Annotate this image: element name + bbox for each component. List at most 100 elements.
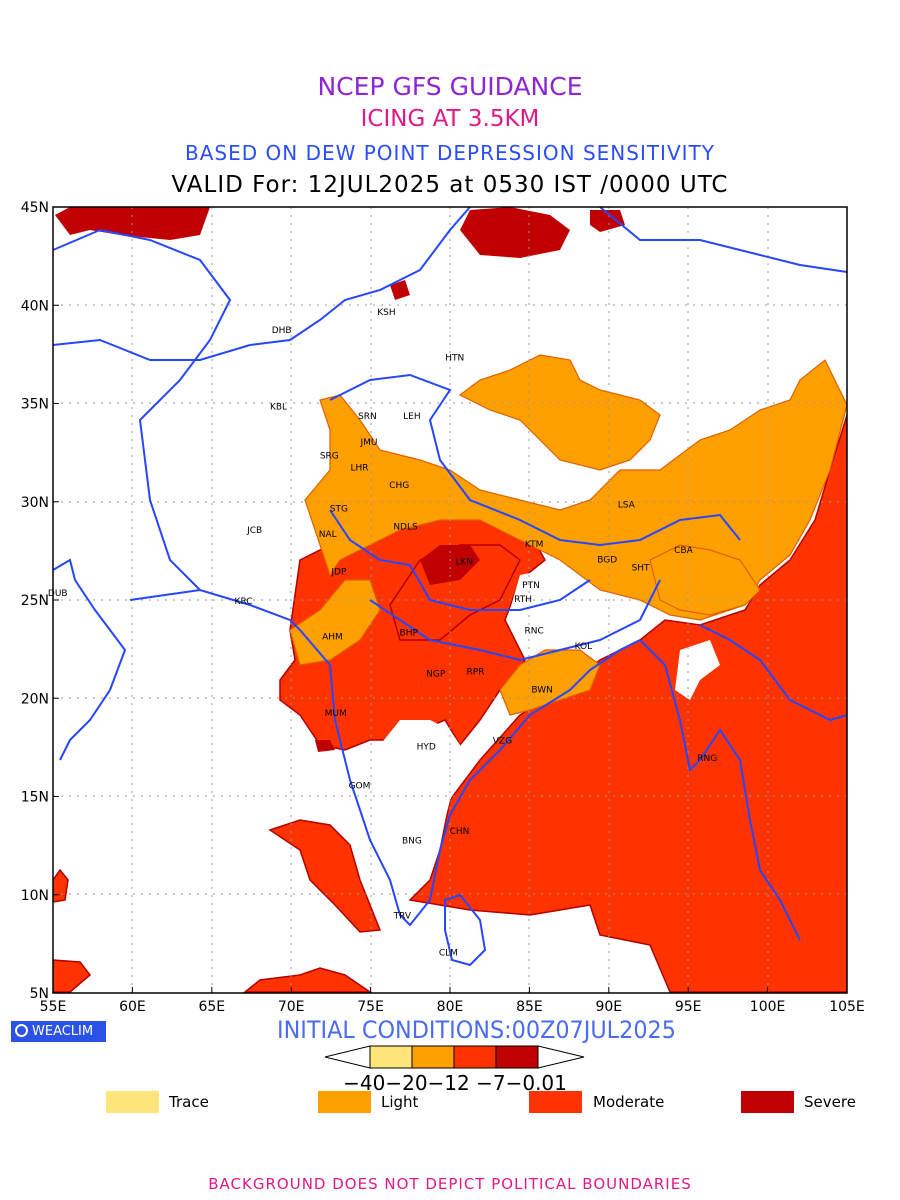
x-tick-label: 75E	[357, 999, 384, 1015]
station-label: MUM	[325, 709, 347, 719]
border-interior	[369, 579, 661, 662]
station-label: BHP	[400, 628, 419, 638]
x-tick-label: 85E	[516, 999, 543, 1015]
station-label: HTN	[445, 353, 464, 363]
title-line1: NCEP GFS GUIDANCE	[317, 72, 583, 101]
logo-icon	[15, 1024, 28, 1037]
station-label: CHN	[450, 827, 470, 837]
station-label: RNG	[697, 754, 717, 764]
border-ne-china	[599, 206, 848, 273]
station-label: JCB	[246, 526, 262, 536]
station-label: SRG	[320, 452, 339, 462]
station-label: RPR	[466, 668, 484, 678]
station-label: GOM	[349, 782, 371, 792]
severe-patch-ne	[590, 210, 625, 232]
station-label: NDLS	[393, 522, 418, 532]
station-label: KRC	[235, 597, 253, 607]
x-tick-label: 65E	[198, 999, 225, 1015]
station-label: DHB	[272, 326, 292, 336]
moderate-patch-bottom	[242, 967, 373, 993]
coastline-arabia	[52, 558, 127, 761]
x-tick-label: 70E	[278, 999, 305, 1015]
station-label: LKN	[455, 558, 473, 568]
x-tick-label: 90E	[595, 999, 622, 1015]
station-label: LHR	[350, 463, 368, 473]
station-label: STG	[330, 505, 348, 515]
legend-swatch-light	[318, 1091, 371, 1113]
station-label: NGP	[426, 670, 446, 680]
severe-region-north	[460, 207, 570, 258]
station-label: BGD	[597, 556, 617, 566]
station-label: KOL	[575, 642, 593, 652]
title-line3: BASED ON DEW POINT DEPRESSION SENSITIVIT…	[185, 141, 715, 165]
border-himalaya	[329, 373, 741, 547]
station-label: CLM	[439, 949, 458, 959]
y-tick-label: 30N	[21, 495, 49, 511]
title-line2: ICING AT 3.5KM	[360, 106, 540, 132]
colorbar-severe	[495, 1045, 539, 1069]
station-label: TRV	[393, 911, 412, 921]
y-tick-label: 45N	[21, 200, 49, 216]
colorbar-left-arrow	[324, 1045, 371, 1069]
station-label: JDP	[330, 567, 347, 577]
y-tick-label: 5N	[30, 986, 49, 1002]
station-label: KSH	[377, 308, 395, 318]
moderate-region-plains	[389, 544, 521, 641]
station-label: PTN	[522, 581, 540, 591]
border-se	[699, 624, 848, 722]
y-axis-ticks: 5N 10N 15N 20N 25N 30N 35N 40N 45N	[21, 200, 59, 1002]
initial-conditions: INITIAL CONDITIONS:00Z07JUL2025	[277, 1016, 676, 1044]
station-label: NAL	[319, 530, 337, 540]
x-axis-ticks: 55E 60E 65E 70E 75E 80E 85E 90E 95E 100E 105E	[40, 987, 865, 1015]
border-westasia	[52, 228, 232, 591]
x-tick-label: 100E	[750, 999, 786, 1015]
brand-label: WEACLIM	[32, 1024, 94, 1039]
station-label: CBA	[674, 546, 693, 556]
moderate-patch-sw	[53, 959, 92, 993]
disclaimer: BACKGROUND DOES NOT DEPICT POLITICAL BOU…	[208, 1175, 692, 1193]
station-label: JMU	[360, 438, 378, 448]
coastline-srilanka	[444, 893, 487, 967]
no-icing-bengal	[510, 570, 580, 650]
moderate-region-east	[408, 414, 847, 993]
station-label: DUB	[48, 589, 68, 599]
severe-region-central	[420, 545, 480, 585]
station-label: SRN	[358, 412, 377, 422]
x-tick-label: 95E	[675, 999, 702, 1015]
station-label: KTM	[525, 540, 543, 550]
y-tick-label: 10N	[21, 888, 49, 904]
colorbar-moderate	[453, 1045, 497, 1069]
station-label: SHT	[632, 564, 650, 574]
x-tick-label: 55E	[40, 999, 67, 1015]
station-label: BNG	[402, 837, 422, 847]
x-tick-label: 80E	[437, 999, 464, 1015]
icing-field	[53, 207, 847, 993]
coastline-pakistan	[129, 588, 301, 631]
no-icing-peninsula	[345, 720, 470, 870]
legend-label-light: Light	[381, 1093, 419, 1111]
coastline-india	[299, 629, 641, 927]
x-tick-label: 105E	[829, 999, 865, 1015]
severe-patch-pak	[315, 740, 335, 752]
severe-patch-kash	[390, 280, 410, 300]
legend-label-moderate: Moderate	[593, 1093, 665, 1111]
station-label: LSA	[618, 501, 636, 511]
station-label: HYD	[417, 742, 436, 752]
border-north	[52, 206, 471, 361]
border-plains	[329, 509, 591, 611]
light-region-tibet	[458, 354, 661, 471]
y-tick-label: 25N	[21, 593, 49, 609]
weaclim-logo: WEACLIM	[11, 1021, 106, 1042]
station-label: RNC	[525, 626, 544, 636]
no-icing-myanmar	[675, 640, 720, 700]
y-tick-label: 20N	[21, 691, 49, 707]
legend-swatch-moderate	[529, 1091, 582, 1113]
station-label: CHG	[389, 481, 409, 491]
icing-map: 55E 60E 65E 70E 75E 80E 85E 90E 95E 100E 105E 5N 10…	[21, 200, 865, 1015]
y-tick-label: 15N	[21, 790, 49, 806]
moderate-patch-west	[53, 868, 69, 903]
y-tick-label: 40N	[21, 298, 49, 314]
station-label: LEH	[403, 412, 420, 422]
moderate-region-south	[268, 819, 382, 933]
